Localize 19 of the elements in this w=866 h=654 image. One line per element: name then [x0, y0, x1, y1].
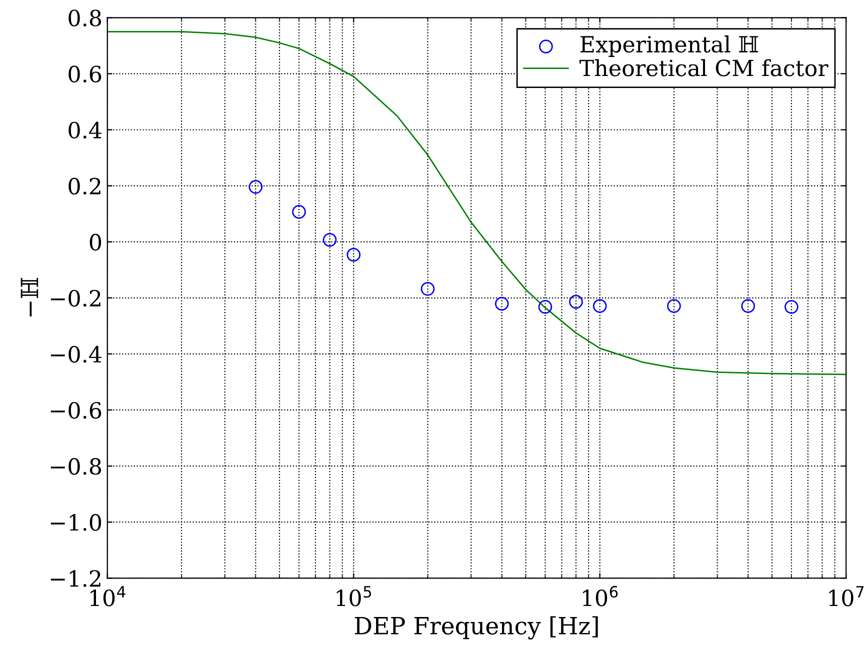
y-tick-label: 0	[90, 234, 102, 251]
legend-label: Experimental ℍ	[580, 35, 758, 57]
x-tick-label: 10$^{4}$	[90, 586, 126, 606]
x-tick-label: 10$^{7}$	[829, 586, 864, 606]
y-tick-label: 0.2	[68, 178, 100, 195]
x-tick-label: 10$^{5}$	[336, 586, 372, 606]
y-tick-label: −1.0	[50, 514, 102, 531]
y-tick-label: −0.2	[50, 290, 100, 307]
y-tick-label: −0.6	[50, 402, 102, 419]
y-tick-label: 0.8	[68, 10, 102, 26]
y-tick-label: −0.4	[50, 346, 102, 363]
y-axis-title: −ℍ	[20, 278, 38, 316]
y-tick-label: 0.4	[68, 122, 102, 139]
y-tick-label: −1.2	[50, 570, 100, 587]
y-tick-label: −0.8	[50, 458, 102, 475]
legend-label: Theoretical CM factor	[580, 59, 828, 76]
x-axis-title: DEP Frequency [Hz]	[354, 616, 598, 640]
y-tick-label: 0.6	[68, 66, 102, 82]
x-tick-label: 10$^{6}$	[583, 586, 618, 606]
